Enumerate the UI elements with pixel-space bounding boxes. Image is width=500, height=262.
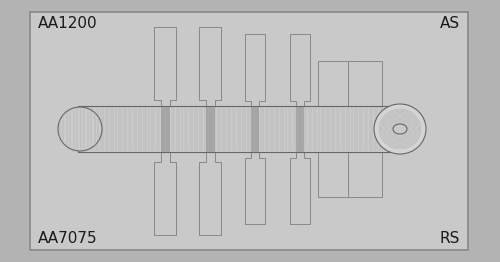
Ellipse shape bbox=[393, 124, 407, 134]
Bar bbox=[30, 12, 468, 250]
Bar bbox=[78, 106, 390, 152]
Text: RS: RS bbox=[440, 231, 460, 246]
Polygon shape bbox=[245, 34, 265, 224]
Text: AA7075: AA7075 bbox=[38, 231, 98, 246]
Polygon shape bbox=[154, 27, 176, 235]
Bar bbox=[160, 106, 170, 152]
Bar bbox=[296, 106, 304, 152]
Ellipse shape bbox=[58, 107, 102, 151]
Bar bbox=[206, 106, 214, 152]
Bar bbox=[251, 106, 259, 152]
Polygon shape bbox=[199, 27, 221, 235]
Bar bbox=[348, 61, 382, 197]
Text: AA1200: AA1200 bbox=[38, 16, 98, 31]
Bar bbox=[318, 61, 352, 197]
Polygon shape bbox=[290, 34, 310, 224]
Ellipse shape bbox=[374, 104, 426, 154]
Bar bbox=[78, 106, 390, 152]
Text: AS: AS bbox=[440, 16, 460, 31]
